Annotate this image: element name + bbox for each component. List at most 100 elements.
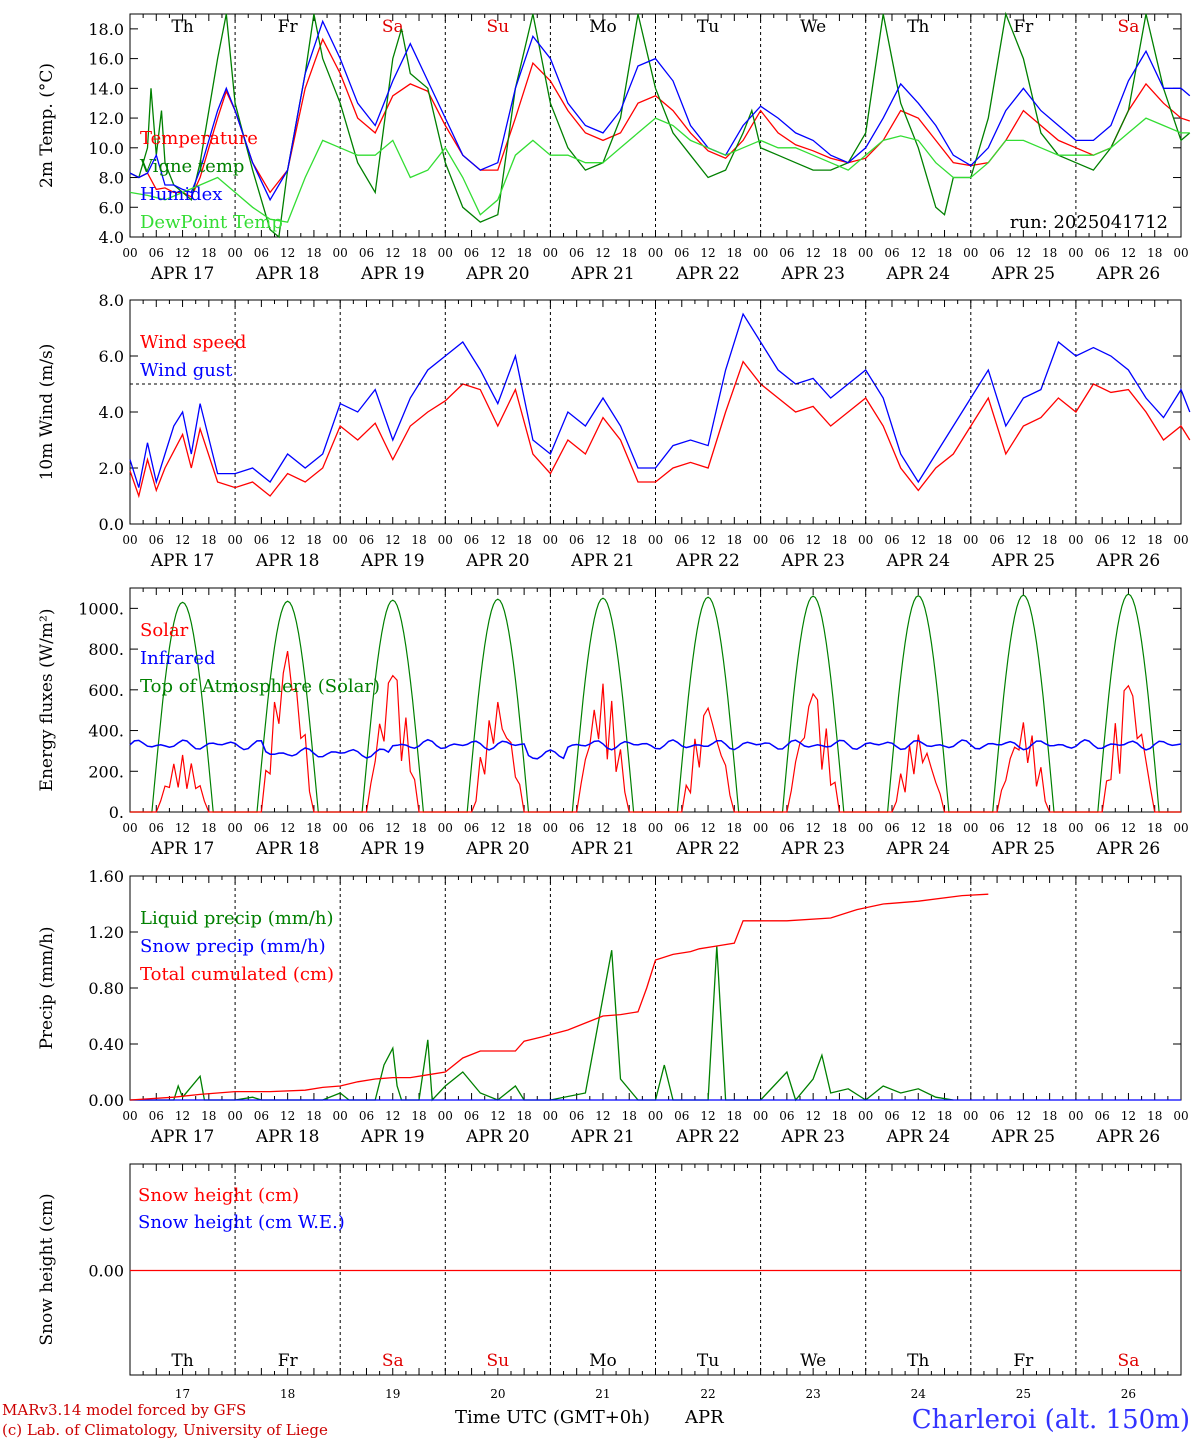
hour-tick-label: 00 — [648, 533, 663, 547]
hour-tick-label: 00 — [333, 1109, 348, 1123]
hour-tick-label: 12 — [595, 246, 610, 260]
hour-tick-label: 12 — [1016, 821, 1031, 835]
run-label: run: 2025041712 — [1010, 212, 1168, 233]
hour-tick-label: 00 — [1068, 533, 1083, 547]
day-number-label: 25 — [1016, 1387, 1031, 1401]
hour-tick-label: 18 — [411, 246, 426, 260]
x-axis-month: APR — [684, 1407, 724, 1428]
hour-tick-label: 12 — [1121, 246, 1136, 260]
hour-tick-label: 18 — [516, 246, 531, 260]
hour-tick-label: 12 — [1016, 533, 1031, 547]
hour-tick-label: 18 — [937, 1109, 952, 1123]
hour-tick-label: 06 — [779, 246, 794, 260]
hour-tick-label: 18 — [516, 1109, 531, 1123]
hour-tick-label: 00 — [648, 1109, 663, 1123]
legend-liquid-precip: Liquid precip (mm/h) — [140, 908, 334, 929]
infrared-line — [129, 738, 1182, 760]
hour-tick-label: 00 — [227, 1109, 242, 1123]
legend-vigne-temp: Vigne temp — [139, 156, 244, 177]
hour-tick-label: 18 — [832, 1109, 847, 1123]
hour-tick-label: 18 — [727, 533, 742, 547]
x-axis-title: Time UTC (GMT+0h) — [455, 1407, 650, 1428]
hour-tick-label: 06 — [359, 821, 374, 835]
hour-tick-label: 12 — [175, 533, 190, 547]
hour-tick-label: 18 — [1042, 1109, 1057, 1123]
y-axis-label: Energy fluxes (W/m²) — [37, 609, 57, 792]
hour-tick-label: 12 — [280, 533, 295, 547]
hour-tick-label: 00 — [122, 246, 137, 260]
weekday-label: We — [800, 17, 826, 37]
hour-tick-label: 06 — [464, 1109, 479, 1123]
hour-tick-label: 18 — [306, 1109, 321, 1123]
hour-tick-label: 12 — [595, 821, 610, 835]
hour-tick-label: 00 — [333, 533, 348, 547]
hour-tick-label: 18 — [727, 1109, 742, 1123]
date-label: APR 17 — [150, 839, 215, 859]
hour-tick-label: 12 — [1121, 821, 1136, 835]
hour-tick-label: 12 — [911, 1109, 926, 1123]
day-number-label: 17 — [175, 1387, 190, 1401]
legend-snow-height-we: Snow height (cm W.E.) — [138, 1212, 345, 1233]
y-tick-label: 16.0 — [88, 50, 124, 69]
hour-tick-label: 06 — [149, 821, 164, 835]
hour-tick-label: 00 — [543, 533, 558, 547]
weekday-label: Fr — [1013, 17, 1034, 37]
y-tick-label: 10.0 — [88, 139, 124, 158]
hour-tick-label: 00 — [753, 1109, 768, 1123]
hour-tick-label: 06 — [884, 821, 899, 835]
weekday-label: Tu — [697, 17, 719, 37]
date-label: APR 24 — [885, 1127, 950, 1147]
y-tick-label: 18.0 — [88, 20, 124, 39]
hour-tick-label: 12 — [175, 821, 190, 835]
hour-tick-label: 06 — [149, 246, 164, 260]
weekday-label: Fr — [1013, 1351, 1034, 1371]
hour-tick-label: 18 — [832, 821, 847, 835]
y-axis-label: Snow height (cm) — [37, 1193, 57, 1345]
hour-tick-label: 00 — [1173, 821, 1188, 835]
day-number-label: 26 — [1121, 1387, 1136, 1401]
hour-tick-label: 06 — [1095, 1109, 1110, 1123]
y-tick-label: 200. — [88, 762, 124, 781]
hour-tick-label: 12 — [1121, 533, 1136, 547]
date-label: APR 21 — [570, 551, 635, 571]
date-label: APR 24 — [885, 264, 950, 284]
hour-tick-label: 12 — [595, 1109, 610, 1123]
hour-tick-label: 06 — [359, 533, 374, 547]
hour-tick-label: 00 — [858, 533, 873, 547]
hour-tick-label: 06 — [884, 246, 899, 260]
hour-tick-label: 12 — [700, 1109, 715, 1123]
hour-tick-label: 00 — [1173, 246, 1188, 260]
hour-tick-label: 06 — [674, 533, 689, 547]
day-number-label: 22 — [700, 1387, 715, 1401]
y-tick-label: 4.0 — [99, 403, 124, 422]
hour-tick-label: 06 — [779, 1109, 794, 1123]
hour-tick-label: 06 — [464, 246, 479, 260]
hour-tick-label: 18 — [306, 821, 321, 835]
hour-tick-label: 12 — [280, 246, 295, 260]
wind-series-line — [129, 312, 1191, 488]
hour-tick-label: 18 — [622, 821, 637, 835]
legend-dewpoint: DewPoint Temp — [140, 212, 283, 233]
y-tick-label: 2.0 — [99, 459, 124, 478]
weekday-label: We — [800, 1351, 826, 1371]
date-label: APR 21 — [570, 1127, 635, 1147]
hour-tick-label: 12 — [1016, 246, 1031, 260]
weekday-label: Tu — [697, 1351, 719, 1371]
date-label: APR 18 — [255, 1127, 320, 1147]
hour-tick-label: 00 — [648, 821, 663, 835]
legend-snow-precip: Snow precip (mm/h) — [140, 936, 326, 957]
y-tick-label: 12.0 — [88, 109, 124, 128]
hour-tick-label: 00 — [963, 246, 978, 260]
date-label: APR 17 — [150, 264, 215, 284]
hour-tick-label: 18 — [622, 533, 637, 547]
date-label: APR 23 — [780, 551, 845, 571]
hour-tick-label: 18 — [411, 1109, 426, 1123]
day-number-label: 24 — [911, 1387, 927, 1401]
legend-wind-gust: Wind gust — [140, 360, 233, 381]
y-tick-label: 8.0 — [99, 291, 124, 310]
panel-frame — [129, 13, 1182, 238]
hour-tick-label: 18 — [937, 821, 952, 835]
hour-tick-label: 00 — [333, 246, 348, 260]
energy-legend: Solar Infrared Top of Atmosphere (Solar) — [140, 620, 380, 697]
